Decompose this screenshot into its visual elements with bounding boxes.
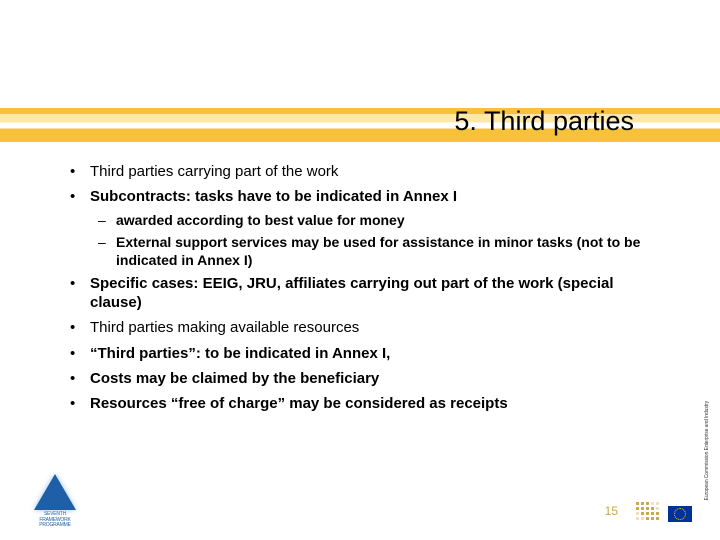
eu-stars-icon (674, 508, 686, 520)
eu-flag-icon (668, 506, 692, 522)
bullet-text: External support services may be used fo… (116, 234, 640, 268)
bullet-text: Third parties making available resources (90, 319, 359, 336)
bullet-text: Specific cases: EEIG, JRU, affiliates ca… (90, 275, 614, 311)
bullet-text: Costs may be claimed by the beneficiary (90, 370, 379, 387)
bullet-item: Resources “free of charge” may be consid… (68, 394, 650, 413)
bullet-text: “Third parties”: to be indicated in Anne… (90, 345, 390, 362)
fp7-logo: SEVENTH FRAMEWORK PROGRAMME (28, 474, 82, 528)
slide-title: 5. Third parties (0, 106, 720, 137)
slide: 5. Third parties Third parties carrying … (0, 0, 720, 540)
bullet-item: Subcontracts: tasks have to be indicated… (68, 187, 650, 206)
fp7-label-line1: SEVENTH FRAMEWORK (39, 511, 70, 523)
page-number: 15 (605, 504, 618, 518)
fp7-label: SEVENTH FRAMEWORK PROGRAMME (28, 512, 82, 529)
bullet-item: Third parties carrying part of the work (68, 162, 650, 181)
bullet-text: Subcontracts: tasks have to be indicated… (90, 188, 457, 205)
ec-line2: Enterprise and Industry (704, 401, 710, 450)
bullet-text: Third parties carrying part of the work (90, 163, 338, 180)
fp7-triangle-icon (34, 474, 76, 510)
bullet-item: “Third parties”: to be indicated in Anne… (68, 344, 650, 363)
bullet-item: Specific cases: EEIG, JRU, affiliates ca… (68, 274, 650, 312)
slide-body: Third parties carrying part of the work … (68, 162, 650, 419)
ec-line1: European Commission (704, 451, 710, 500)
sub-bullet-item: awarded according to best value for mone… (68, 212, 650, 230)
bullet-item: Costs may be claimed by the beneficiary (68, 369, 650, 388)
bullet-text: Resources “free of charge” may be consid… (90, 395, 508, 412)
sub-bullet-item: External support services may be used fo… (68, 234, 650, 270)
ec-vertical-label: European Commission Enterprise and Indus… (705, 401, 711, 500)
dots-deco-icon (636, 502, 664, 524)
bullet-item: Third parties making available resources (68, 318, 650, 337)
fp7-label-line2: PROGRAMME (39, 522, 71, 528)
bullet-text: awarded according to best value for mone… (116, 212, 405, 228)
